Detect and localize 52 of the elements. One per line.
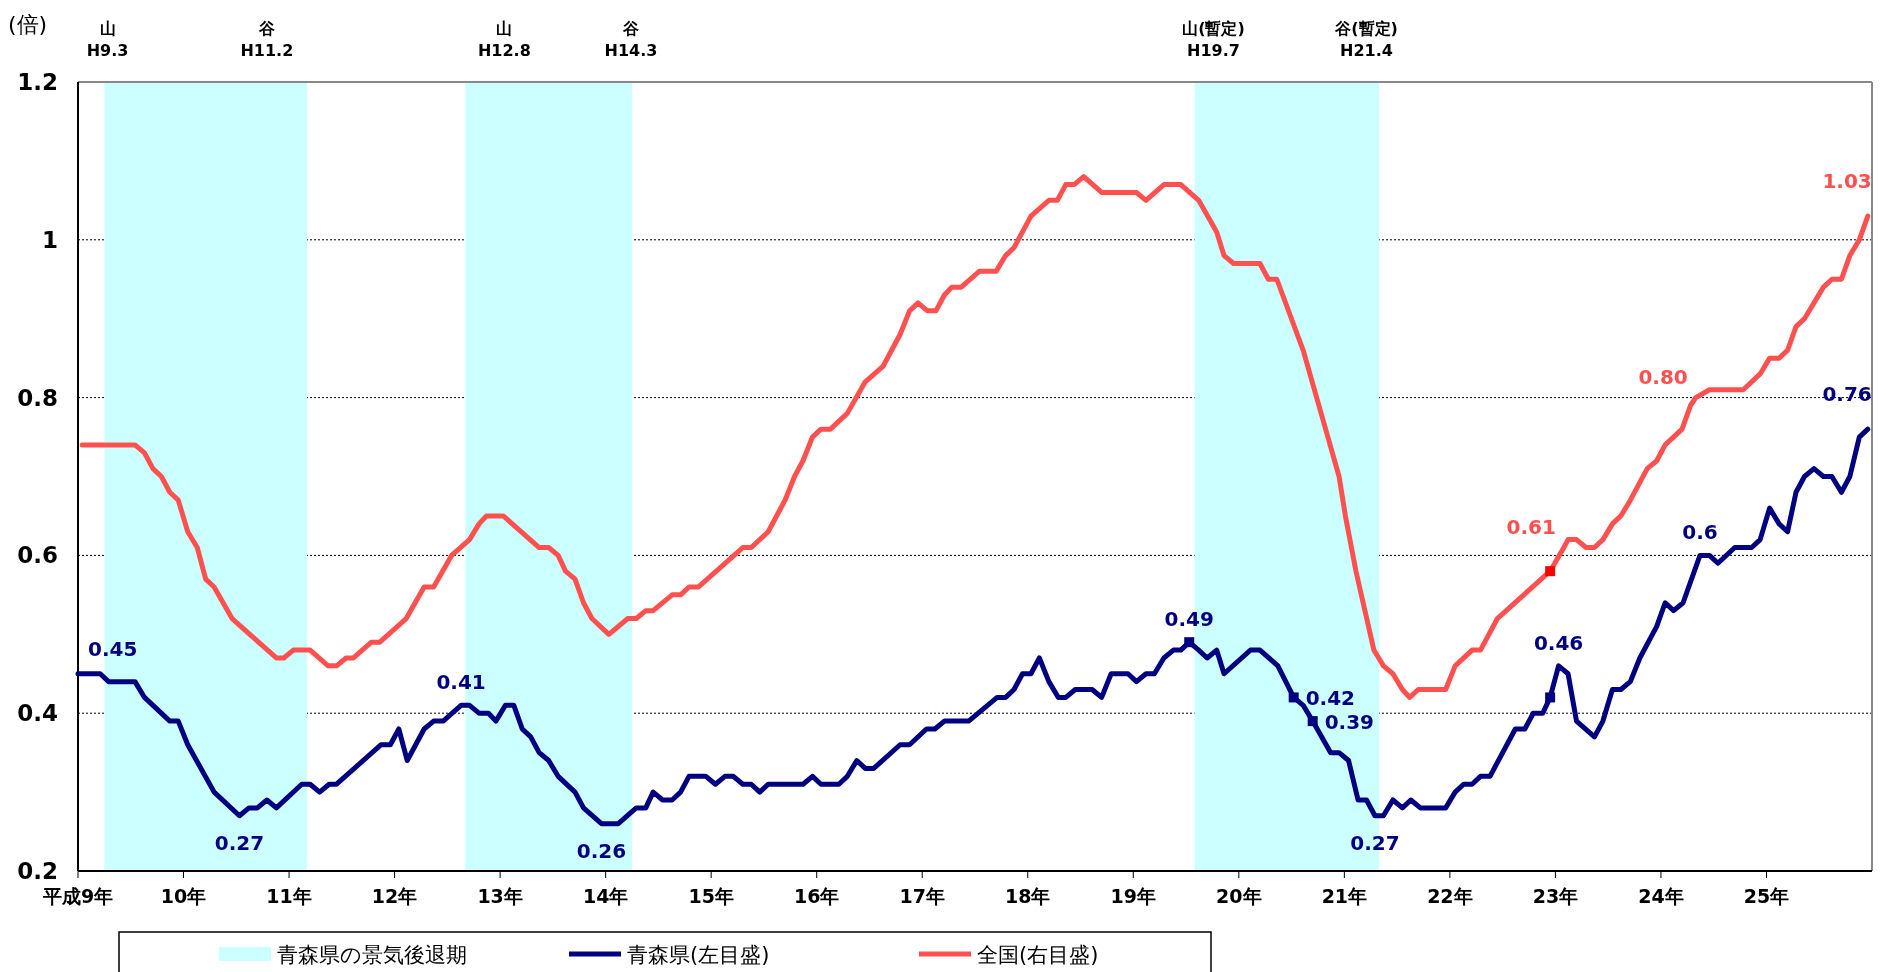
data-label: 0.42 bbox=[1305, 686, 1356, 711]
x-tick-label: 24年 bbox=[1638, 885, 1684, 907]
data-label: 0.27 bbox=[1350, 830, 1400, 855]
x-tick-label: 13年 bbox=[477, 885, 523, 907]
point bbox=[1307, 716, 1318, 727]
x-tick-label: 22年 bbox=[1427, 885, 1473, 907]
annotation: 山(暫定) H19.7 bbox=[1182, 19, 1245, 60]
annotation: 谷 H11.2 bbox=[240, 19, 294, 60]
annotation: 谷(暫定) H21.4 bbox=[1334, 19, 1398, 60]
point bbox=[1545, 566, 1556, 577]
data-label: 1.03 bbox=[1822, 169, 1872, 194]
y-tick-label: 0.6 bbox=[17, 542, 58, 569]
data-label: 0.39 bbox=[1324, 710, 1375, 735]
data-label: 0.61 bbox=[1506, 514, 1556, 539]
annotation: 山 H9.3 bbox=[86, 19, 129, 60]
x-tick-label: 25年 bbox=[1743, 885, 1790, 907]
x-tick-label: 17年 bbox=[899, 885, 945, 907]
annotation: 谷 H14.3 bbox=[604, 19, 658, 60]
x-tick-label: 16年 bbox=[793, 885, 840, 907]
data-label: 0.26 bbox=[576, 838, 627, 863]
y-axis-title: (倍) bbox=[8, 12, 48, 37]
data-label: 0.45 bbox=[88, 636, 138, 661]
x-tick-label: 18年 bbox=[1005, 885, 1051, 907]
y-tick-label: 0.2 bbox=[17, 858, 58, 884]
legend-label: 青森県(左目盛) bbox=[627, 943, 770, 967]
x-tick-label: 19年 bbox=[1110, 885, 1157, 907]
x-tick-label: 平成9年 bbox=[41, 885, 114, 907]
legend-label: 全国(右目盛) bbox=[977, 943, 1099, 967]
y-tick-label: 0.4 bbox=[17, 700, 58, 727]
annotation: 山 H12.8 bbox=[477, 19, 531, 60]
x-tick-label: 21年 bbox=[1321, 885, 1368, 907]
legend-label: 青森県の景気後退期 bbox=[277, 943, 467, 967]
data-label: 0.27 bbox=[214, 830, 265, 855]
x-tick-label: 12年 bbox=[371, 885, 418, 907]
y-tick-label: 0.8 bbox=[17, 384, 58, 411]
x-tick-label: 11年 bbox=[266, 885, 312, 907]
x-tick-label: 14年 bbox=[582, 885, 629, 907]
y-tick-label: 1.2 bbox=[17, 69, 58, 95]
data-label: 0.41 bbox=[436, 670, 486, 695]
data-label: 0.49 bbox=[1164, 607, 1214, 632]
point bbox=[1184, 637, 1195, 648]
data-label: 0.6 bbox=[1682, 520, 1718, 545]
point bbox=[1288, 692, 1299, 703]
x-tick-label: 15年 bbox=[688, 885, 734, 907]
x-tick-label: 20年 bbox=[1216, 885, 1262, 907]
x-tick-label: 23年 bbox=[1532, 885, 1579, 907]
y-tick-label: 1 bbox=[41, 226, 58, 253]
point bbox=[1545, 692, 1556, 703]
data-label: 0.76 bbox=[1822, 382, 1872, 407]
x-tick-label: 10年 bbox=[160, 885, 207, 907]
data-label: 0.46 bbox=[1533, 630, 1584, 655]
data-label: 0.80 bbox=[1638, 364, 1688, 389]
